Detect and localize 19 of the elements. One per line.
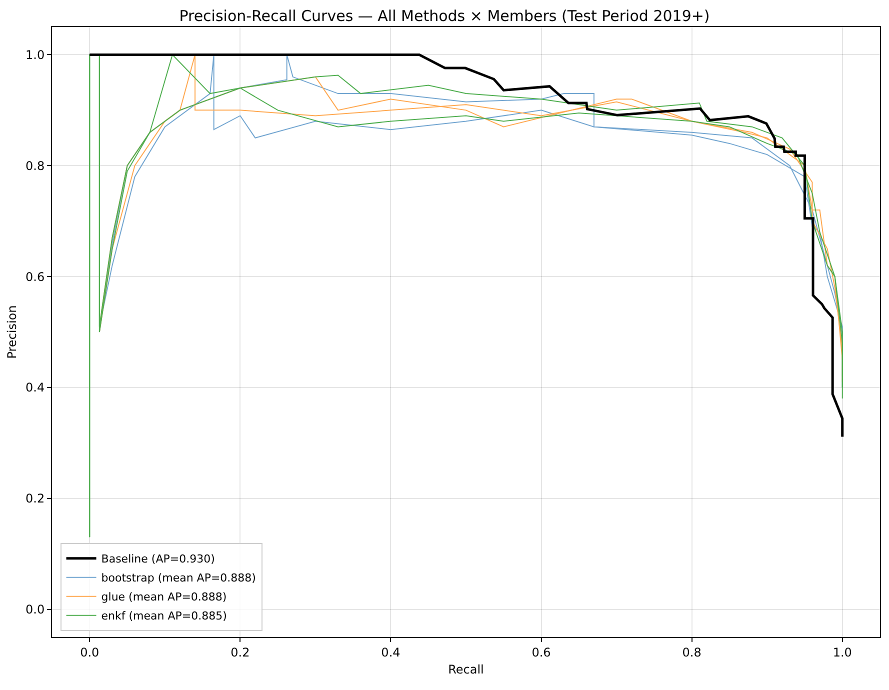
- legend-label: glue (mean AP=0.888): [101, 590, 227, 604]
- legend-label: bootstrap (mean AP=0.888): [101, 572, 256, 585]
- y-tick-label: 0.6: [26, 270, 45, 284]
- x-tick-label: 0.6: [532, 645, 551, 660]
- legend-label: enkf (mean AP=0.885): [101, 610, 227, 623]
- x-tick-label: 1.0: [832, 645, 852, 660]
- y-axis-title: Precision: [4, 305, 19, 359]
- y-tick-label: 0.4: [26, 380, 45, 395]
- chart-title: Precision-Recall Curves — All Methods × Members (Test Period 2019+): [179, 6, 710, 25]
- y-tick-label: 0.2: [26, 492, 45, 506]
- x-axis-title: Recall: [448, 662, 484, 676]
- x-tick-label: 0.8: [682, 645, 702, 660]
- x-tick-label: 0.0: [80, 645, 100, 660]
- y-tick-label: 1.0: [26, 48, 45, 62]
- x-tick-label: 0.4: [381, 645, 400, 660]
- x-tick-label: 0.2: [230, 645, 250, 660]
- legend-label: Baseline (AP=0.930): [101, 552, 215, 566]
- y-tick-label: 0.8: [26, 158, 45, 173]
- y-tick-label: 0.0: [26, 602, 45, 616]
